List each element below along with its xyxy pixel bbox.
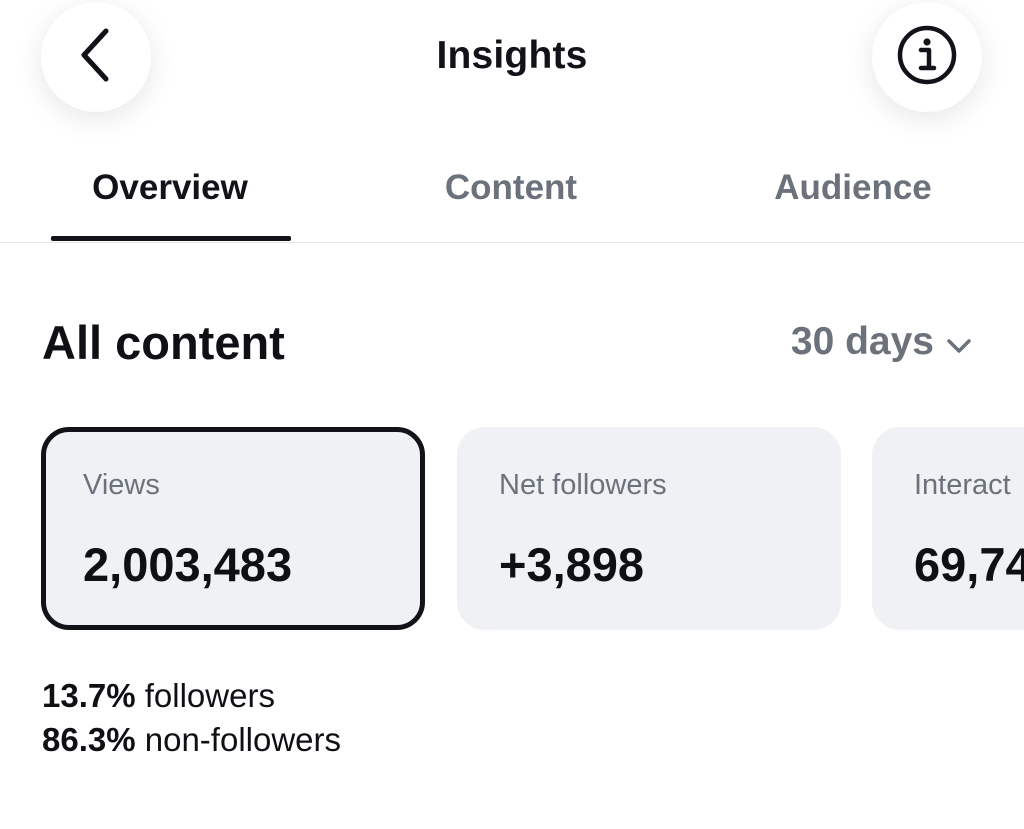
chevron-left-icon — [76, 25, 116, 90]
period-label: 30 days — [790, 320, 934, 363]
views-breakdown: 13.7% followers 86.3% non-followers — [42, 674, 341, 762]
followers-line: 13.7% followers — [42, 674, 341, 718]
metric-card-views[interactable]: Views 2,003,483 — [41, 427, 425, 630]
metric-value: 2,003,483 — [83, 538, 293, 591]
metric-label: Interact — [914, 469, 1011, 501]
nonfollowers-percent: 86.3% — [42, 721, 136, 758]
section-title: All content — [42, 316, 285, 369]
chevron-down-icon — [946, 320, 972, 364]
info-button[interactable] — [872, 2, 982, 112]
page-title: Insights — [436, 34, 588, 77]
metric-card-net-followers[interactable]: Net followers +3,898 — [457, 427, 841, 630]
top-bar: Insights — [0, 0, 1024, 130]
metric-value: 69,74 — [914, 538, 1024, 591]
nonfollowers-line: 86.3% non-followers — [42, 718, 341, 762]
followers-percent: 13.7% — [42, 677, 136, 714]
period-selector[interactable]: 30 days — [791, 320, 972, 364]
back-button[interactable] — [41, 2, 151, 112]
active-tab-indicator — [51, 236, 291, 241]
tab-bar: Overview Content Audience — [0, 150, 1024, 243]
metric-label: Net followers — [499, 469, 667, 501]
tab-content[interactable]: Content — [444, 168, 578, 207]
nonfollowers-label: non-followers — [135, 721, 342, 758]
tab-overview[interactable]: Overview — [92, 168, 248, 207]
tab-audience[interactable]: Audience — [774, 168, 932, 207]
metric-value: +3,898 — [499, 538, 645, 591]
followers-label: followers — [135, 677, 275, 714]
metric-card-interactions[interactable]: Interact 69,74 — [872, 427, 1024, 630]
metric-label: Views — [83, 469, 160, 501]
info-icon — [896, 24, 958, 91]
